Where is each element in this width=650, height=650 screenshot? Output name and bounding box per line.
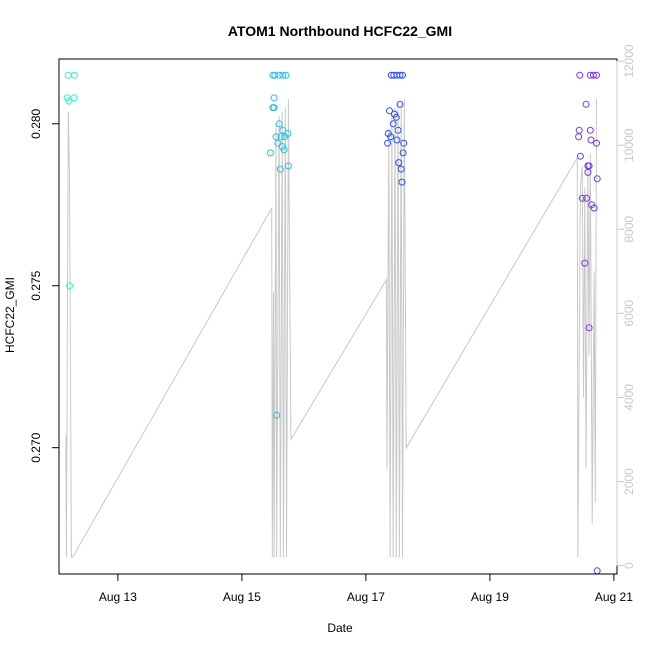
scatter-point-s2 — [275, 120, 283, 128]
scatter-point-s4 — [578, 194, 586, 202]
scatter-point-s3 — [392, 113, 400, 121]
scatter-point-s3 — [384, 139, 392, 147]
scatter-point-s4 — [575, 126, 583, 134]
scatter-point-s4 — [593, 139, 600, 147]
scatter-point-s3 — [400, 139, 408, 147]
x-tick-label: Aug 21 — [595, 590, 633, 604]
x-tick-label: Aug 15 — [223, 590, 261, 604]
scatter-point-s1 — [64, 71, 72, 79]
scatter-point-s4 — [583, 194, 591, 202]
y2-tick-label: 6000 — [622, 300, 636, 327]
y-tick-label: 0.270 — [29, 432, 43, 462]
scatter-point-s2 — [266, 149, 274, 157]
chart-title: ATOM1 Northbound HCFC22_GMI — [228, 23, 452, 39]
scatter-point-s3 — [386, 107, 393, 115]
x-tick-label: Aug 19 — [471, 590, 509, 604]
scatter-point-s1 — [70, 94, 78, 102]
scatter-point-s1 — [71, 71, 78, 79]
scatter-point-s3 — [399, 71, 406, 79]
y2-tick-label: 4000 — [622, 384, 636, 411]
scatter-point-s3 — [394, 126, 402, 134]
scatter-point-s3 — [397, 165, 405, 173]
y2-tick-label: 12000 — [622, 44, 636, 78]
scatter-point-s4 — [593, 71, 600, 79]
scatter-point-s2 — [284, 162, 292, 170]
x-axis-label: Date — [327, 621, 353, 635]
scatter-point-s4 — [575, 133, 583, 141]
scatter-point-s3 — [393, 136, 401, 144]
scatter-point-s4 — [582, 100, 590, 108]
scatter-point-s4 — [576, 152, 584, 160]
scatter-point-s2 — [279, 126, 287, 134]
scatter-point-s2 — [270, 104, 278, 112]
scatter-point-s4 — [585, 162, 593, 170]
scatter-point-s4 — [590, 204, 598, 212]
scatter-point-s1 — [65, 97, 73, 105]
scatter-point-s2 — [280, 146, 288, 154]
scatter-point-s4 — [587, 136, 595, 144]
scatter-point-s4 — [576, 71, 584, 79]
scatter-point-s4 — [593, 175, 601, 183]
y-axis-label: HCFC22_GMI — [3, 277, 17, 353]
scatter-point-s3 — [396, 71, 404, 79]
scatter-point-s2 — [277, 133, 285, 141]
scatter-point-s3 — [395, 159, 403, 167]
scatter-point-s3 — [398, 178, 406, 186]
y2-tick-label: 0 — [622, 562, 636, 569]
scatter-point-s2 — [282, 71, 290, 79]
y2-tick-label: 10000 — [622, 128, 636, 162]
scatter-point-s3 — [396, 100, 404, 108]
scatter-point-s4 — [585, 324, 593, 332]
scatter-point-s2 — [275, 71, 283, 79]
scatter-point-s2 — [284, 130, 292, 137]
y2-tick-label: 2000 — [622, 468, 636, 495]
scatter-point-s4 — [589, 71, 597, 79]
scatter-point-s2 — [273, 411, 281, 419]
scatter-point-s2 — [274, 139, 282, 147]
scatter-point-s3 — [399, 149, 407, 157]
y-tick-label: 0.280 — [29, 108, 43, 138]
scatter-point-s2 — [271, 71, 279, 79]
y2-tick-label: 8000 — [622, 216, 636, 243]
scatter-point-s2 — [276, 165, 284, 173]
plot-area: Aug 13 Aug 15 Aug 17 Aug 19 Aug 21 0.270 0.275… — [29, 44, 636, 604]
scatter-point-s2 — [270, 94, 278, 102]
scatter-point-s3 — [389, 120, 397, 128]
scatter-point-s4 — [581, 259, 589, 267]
scatter-point-s2 — [279, 71, 287, 79]
scatter-point-s2 — [272, 133, 280, 141]
altitude-line — [65, 98, 597, 558]
scatter-point-s4 — [593, 567, 601, 575]
y-tick-label: 0.275 — [29, 270, 43, 300]
scatter-point-s4 — [584, 168, 592, 176]
plot-frame — [58, 58, 618, 575]
x-tick-label: Aug 17 — [347, 590, 385, 604]
x-tick-label: Aug 13 — [99, 590, 137, 604]
scatter-point-s4 — [586, 126, 594, 134]
scatter-point-s1 — [66, 282, 73, 290]
scatter-point-s3 — [387, 133, 395, 141]
